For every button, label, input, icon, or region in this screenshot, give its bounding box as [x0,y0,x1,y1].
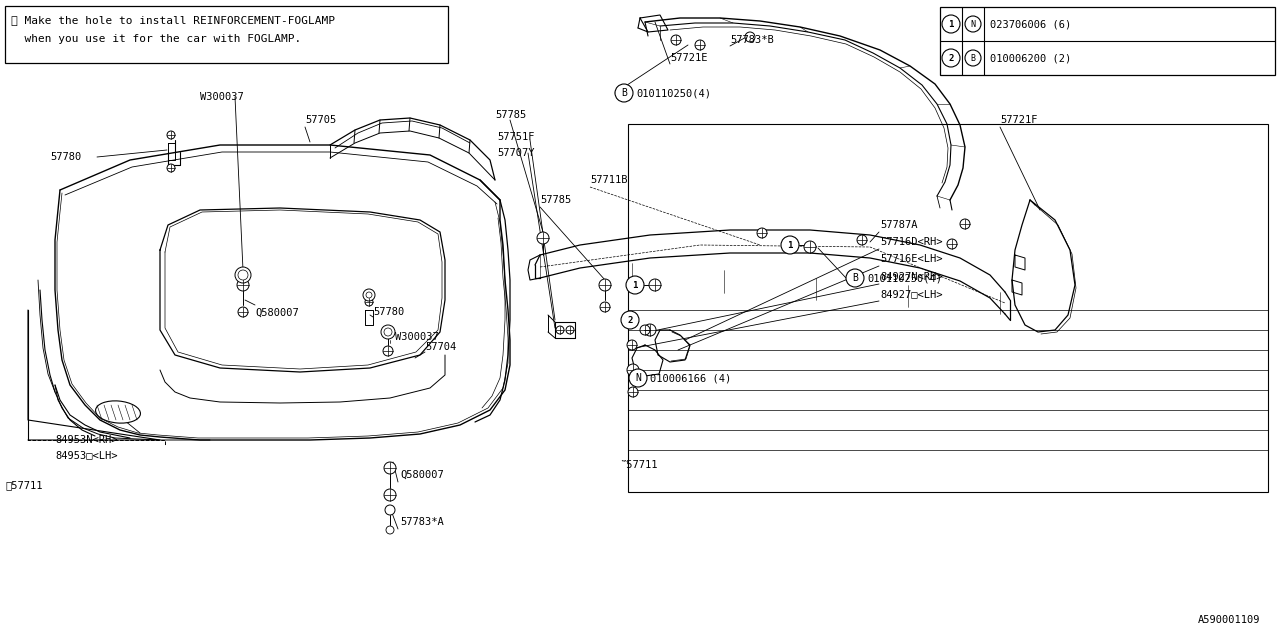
Circle shape [364,289,375,301]
Text: 57704: 57704 [425,342,456,352]
Text: 57716E<LH>: 57716E<LH> [881,254,942,264]
Circle shape [965,50,980,66]
Text: 57785: 57785 [540,195,571,205]
Text: 57780: 57780 [50,152,81,162]
Circle shape [614,84,634,102]
Text: 57787A: 57787A [881,220,918,230]
Text: 57783*A: 57783*A [401,517,444,527]
Circle shape [366,292,372,298]
Text: N: N [970,19,975,29]
Text: B: B [621,88,627,98]
Circle shape [804,241,817,253]
Circle shape [756,228,767,238]
Text: 010110250(4): 010110250(4) [867,273,942,283]
Text: W300037: W300037 [396,332,439,342]
Text: 57716D<RH>: 57716D<RH> [881,237,942,247]
Circle shape [236,267,251,283]
Text: 57721F: 57721F [1000,115,1038,125]
Text: 57751F: 57751F [497,132,535,142]
Text: 57783*B: 57783*B [730,35,773,45]
Circle shape [538,232,549,244]
Circle shape [383,346,393,356]
Text: when you use it for the car with FOGLAMP.: when you use it for the car with FOGLAMP… [12,34,301,44]
Circle shape [947,239,957,249]
Text: N: N [635,373,641,383]
Bar [5,6,448,63]
Text: 2: 2 [948,54,954,63]
Circle shape [671,35,681,45]
Circle shape [745,32,755,42]
Circle shape [384,328,392,336]
Text: 84953□<LH>: 84953□<LH> [55,450,118,460]
Circle shape [384,462,396,474]
Circle shape [627,364,639,376]
Circle shape [238,270,248,280]
Text: ※57711: ※57711 [5,480,42,490]
Circle shape [640,325,650,335]
Circle shape [621,311,639,329]
Text: 2: 2 [627,316,632,324]
Circle shape [237,279,250,291]
Circle shape [166,164,175,172]
Text: 57707Y: 57707Y [497,148,535,158]
Circle shape [384,489,396,501]
Circle shape [942,15,960,33]
Text: 1: 1 [787,241,792,250]
Bar [940,7,1275,75]
Circle shape [166,131,175,139]
Circle shape [600,302,611,312]
Ellipse shape [96,401,141,423]
Text: 1: 1 [948,19,954,29]
Text: Q580007: Q580007 [401,470,444,480]
Circle shape [365,298,372,306]
Text: B: B [970,54,975,63]
Circle shape [960,219,970,229]
Circle shape [556,326,564,334]
Text: 84953N<RH>: 84953N<RH> [55,435,118,445]
Text: Q580007: Q580007 [255,308,298,318]
Circle shape [626,276,644,294]
Text: 84927N<RH>: 84927N<RH> [881,272,942,282]
Circle shape [599,279,611,291]
Circle shape [942,49,960,67]
Text: 1: 1 [632,280,637,289]
Circle shape [628,387,637,397]
Text: 57785: 57785 [495,110,526,120]
Circle shape [695,40,705,50]
Circle shape [566,326,573,334]
Circle shape [846,269,864,287]
Circle shape [965,16,980,32]
Bar [628,124,1268,492]
Circle shape [628,369,646,387]
Circle shape [387,526,394,534]
Text: 57780: 57780 [372,307,404,317]
Circle shape [385,505,396,515]
Text: ※ Make the hole to install REINFORCEMENT-FOGLAMP: ※ Make the hole to install REINFORCEMENT… [12,15,335,25]
Text: 57705: 57705 [305,115,337,125]
Text: 010110250(4): 010110250(4) [636,88,710,98]
Text: ‷57711: ‷57711 [620,460,658,470]
Text: A590001109: A590001109 [1198,615,1260,625]
Circle shape [381,325,396,339]
Text: W300037: W300037 [200,92,243,102]
Text: 84927□<LH>: 84927□<LH> [881,289,942,299]
Circle shape [649,279,660,291]
Text: 023706006 (6): 023706006 (6) [989,19,1071,29]
Circle shape [627,340,637,350]
Circle shape [644,324,657,336]
Text: 57721E: 57721E [669,53,708,63]
Text: 010006200 (2): 010006200 (2) [989,53,1071,63]
Circle shape [858,235,867,245]
Text: B: B [852,273,858,283]
Text: 010006166 (4): 010006166 (4) [650,373,731,383]
Circle shape [238,307,248,317]
Text: 57711B: 57711B [590,175,627,185]
Circle shape [781,236,799,254]
